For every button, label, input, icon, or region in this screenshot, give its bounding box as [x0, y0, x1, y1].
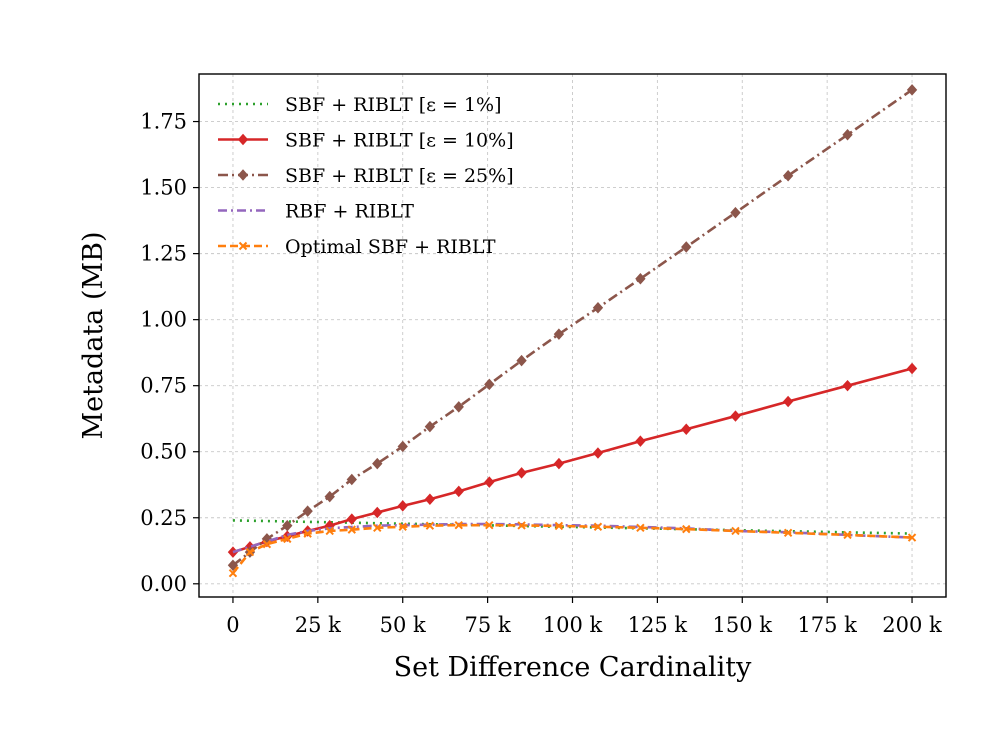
data-point — [842, 379, 853, 392]
data-point — [730, 206, 741, 219]
x-axis-title: Set Difference Cardinality — [394, 652, 752, 683]
data-point — [730, 410, 741, 422]
data-point — [227, 559, 239, 572]
legend: SBF + RIBLT [ε = 1%] SBF + RIBLT [ε = 10%… — [218, 94, 514, 258]
y-tick-label: 0.00 — [140, 572, 187, 596]
data-point — [424, 493, 436, 506]
data-point — [425, 521, 435, 530]
data-point — [782, 169, 794, 182]
y-tick-label: 0.75 — [140, 374, 187, 398]
data-point — [347, 525, 357, 534]
data-point — [485, 520, 494, 530]
data-point — [397, 440, 408, 453]
data-point — [484, 476, 495, 488]
data-point — [731, 526, 740, 536]
grid — [199, 74, 946, 597]
data-point — [453, 485, 464, 498]
data-point — [592, 447, 604, 459]
data-point — [346, 513, 357, 525]
data-point — [303, 529, 312, 538]
data-point — [636, 523, 645, 533]
data-point — [302, 505, 313, 517]
x-tick-label: 75 k — [465, 613, 511, 637]
y-tick-label: 0.25 — [140, 506, 187, 530]
series-line-sbf-riblt-25 — [232, 88, 913, 567]
series-sbf-riblt-1 — [232, 519, 913, 535]
data-point — [346, 473, 357, 486]
data-point — [397, 500, 408, 512]
data-point — [592, 302, 604, 314]
data-point — [228, 569, 238, 578]
y-tick-label: 0.50 — [140, 440, 187, 464]
legend-item-sbf-riblt-25: SBF + RIBLT [ε = 25%] — [218, 165, 514, 187]
data-point — [842, 129, 853, 141]
legend-marker — [237, 169, 249, 181]
data-point — [681, 241, 692, 253]
data-point — [454, 520, 463, 530]
legend-marker — [237, 133, 249, 146]
legend-label: SBF + RIBLT [ε = 10%] — [285, 130, 514, 152]
series-optimal-sbf-riblt — [228, 520, 917, 578]
x-tick-label: 175 k — [797, 613, 857, 637]
data-point — [907, 533, 917, 542]
legend-label: Optimal SBF + RIBLT — [285, 236, 496, 258]
data-point — [783, 528, 793, 538]
x-tick-label: 150 k — [713, 613, 773, 637]
data-point — [283, 534, 292, 544]
x-tick-label: 125 k — [628, 613, 688, 637]
x-tick-label: 25 k — [295, 613, 341, 637]
data-point — [324, 490, 335, 503]
data-point — [516, 467, 527, 479]
series-line-optimal-sbf-riblt — [231, 523, 913, 575]
legend-label: RBF + RIBLT — [285, 201, 414, 223]
legend-item-sbf-riblt-1: SBF + RIBLT [ε = 1%] — [218, 94, 502, 116]
x-tick-label: 200 k — [882, 613, 942, 637]
x-tick-label: 50 k — [380, 613, 426, 637]
series-line-sbf-riblt-1 — [232, 519, 913, 535]
data-point — [517, 521, 526, 530]
y-tick-label: 1.25 — [140, 242, 187, 266]
y-tick-label: 1.00 — [140, 308, 187, 332]
legend-label: SBF + RIBLT [ε = 25%] — [285, 165, 514, 187]
data-point — [593, 522, 603, 531]
x-tick-label: 0 — [226, 613, 239, 637]
data-point — [398, 522, 407, 531]
legend-marker — [238, 241, 248, 251]
data-point — [516, 354, 527, 367]
legend-label: SBF + RIBLT [ε = 1%] — [285, 94, 502, 116]
data-point — [553, 328, 565, 340]
data-point — [681, 423, 692, 436]
data-point — [906, 362, 918, 375]
legend-item-rbf-riblt: RBF + RIBLT — [218, 201, 414, 223]
data-point — [554, 521, 564, 531]
y-tick-label: 1.75 — [140, 110, 187, 134]
data-point — [782, 395, 794, 408]
data-point — [325, 526, 334, 536]
legend-item-sbf-riblt-10: SBF + RIBLT [ε = 10%] — [218, 130, 514, 152]
data-point — [262, 539, 272, 549]
series-layer — [227, 84, 918, 578]
data-point — [373, 523, 382, 533]
axis-ticks: 0 25 k 50 k 75 k 100 k 125 k 150 k 175 k 200 k 0.… — [140, 110, 942, 637]
legend-item-optimal-sbf-riblt: Optimal SBF + RIBLT — [218, 236, 496, 258]
data-point — [372, 457, 383, 470]
x-tick-label: 100 k — [543, 613, 603, 637]
data-point — [682, 524, 691, 534]
y-tick-label: 1.50 — [140, 176, 187, 200]
data-point — [843, 530, 852, 540]
data-point — [245, 547, 255, 557]
data-point — [282, 519, 293, 532]
data-point — [453, 401, 464, 413]
data-point — [635, 435, 646, 447]
data-point — [372, 506, 383, 519]
data-point — [906, 84, 918, 96]
data-point — [424, 420, 436, 433]
y-axis-title: Metadata (MB) — [78, 231, 109, 439]
data-point — [635, 272, 646, 285]
data-point — [553, 457, 565, 470]
data-point — [484, 378, 495, 391]
